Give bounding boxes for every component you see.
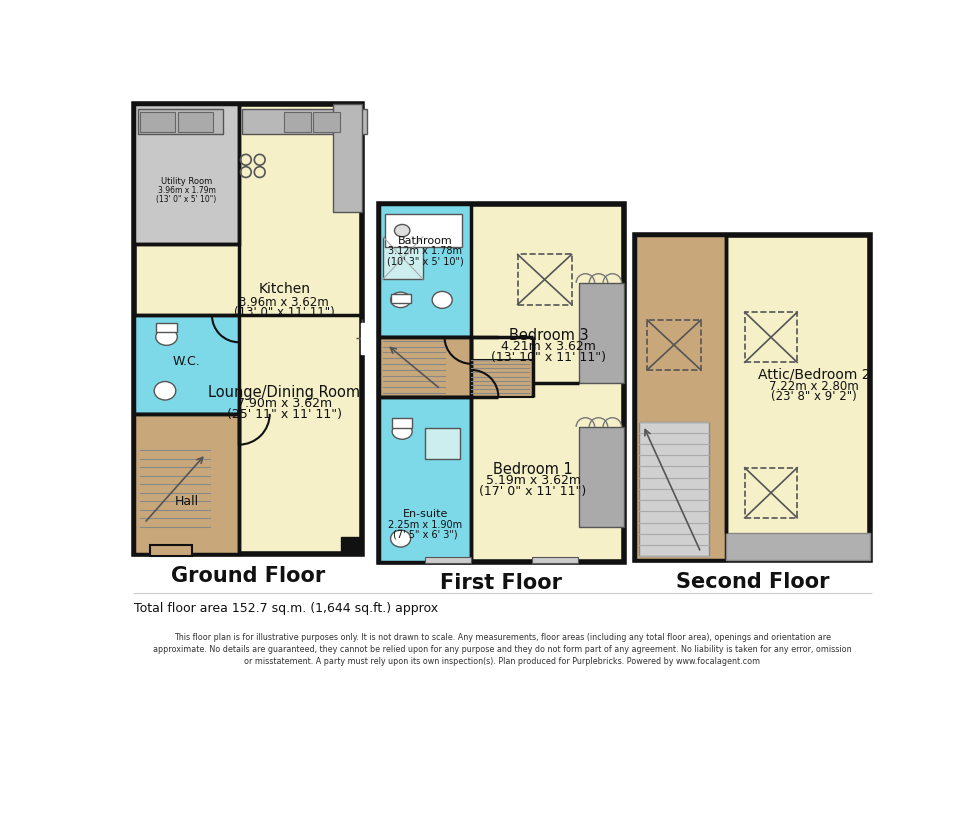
Text: Hall: Hall: [174, 495, 199, 508]
Bar: [134, 105, 363, 554]
Text: (10' 3" x 5' 10"): (10' 3" x 5' 10"): [387, 256, 464, 267]
Bar: [383, 236, 423, 279]
Bar: [379, 337, 471, 397]
Text: Total floor area 152.7 sq.m. (1,644 sq.ft.) approx: Total floor area 152.7 sq.m. (1,644 sq.f…: [134, 602, 438, 615]
Bar: [392, 419, 413, 428]
Text: Bedroom 3: Bedroom 3: [509, 328, 588, 343]
Text: 7.90m x 3.62m: 7.90m x 3.62m: [237, 398, 332, 411]
Text: 4.21m x 3.62m: 4.21m x 3.62m: [501, 340, 596, 353]
Bar: [379, 204, 471, 337]
Bar: [284, 112, 312, 132]
Bar: [134, 105, 239, 245]
Bar: [140, 112, 175, 132]
Text: 2.25m x 1.90m: 2.25m x 1.90m: [388, 519, 463, 530]
Text: Utility Room: Utility Room: [161, 177, 213, 186]
Bar: [333, 105, 363, 212]
Bar: [579, 427, 624, 527]
Text: 3.96m x 1.79m: 3.96m x 1.79m: [158, 186, 216, 195]
Bar: [635, 236, 725, 560]
Bar: [150, 545, 192, 555]
Bar: [647, 320, 701, 370]
Ellipse shape: [432, 291, 452, 308]
Bar: [531, 557, 578, 564]
Bar: [635, 236, 870, 560]
Text: Kitchen: Kitchen: [259, 282, 311, 296]
Text: (7' 5" x 6' 3"): (7' 5" x 6' 3"): [393, 530, 458, 540]
Text: (23' 8" x 9' 2"): (23' 8" x 9' 2"): [771, 389, 857, 402]
Text: (13' 0" x 5' 10"): (13' 0" x 5' 10"): [157, 195, 217, 204]
Bar: [379, 204, 624, 562]
Ellipse shape: [154, 381, 175, 400]
Bar: [391, 294, 411, 303]
Bar: [579, 283, 624, 383]
Text: (25' 11" x 11' 11"): (25' 11" x 11' 11"): [226, 408, 342, 421]
Text: Attic/Bedroom 2: Attic/Bedroom 2: [758, 367, 870, 381]
Text: Bathroom: Bathroom: [398, 236, 453, 245]
Bar: [639, 421, 709, 556]
Bar: [156, 323, 177, 332]
Bar: [425, 557, 471, 564]
Bar: [341, 537, 363, 554]
Text: 3.12m x 1.78m: 3.12m x 1.78m: [388, 246, 463, 256]
Text: En-suite: En-suite: [403, 509, 448, 519]
Bar: [134, 414, 239, 554]
Ellipse shape: [391, 530, 411, 547]
Bar: [471, 360, 533, 397]
Text: W.C.: W.C.: [172, 355, 201, 368]
Text: This floor plan is for illustrative purposes only. It is not drawn to scale. Any: This floor plan is for illustrative purp…: [173, 632, 831, 641]
Text: First Floor: First Floor: [440, 573, 563, 593]
Bar: [745, 312, 797, 362]
Bar: [313, 112, 340, 132]
Bar: [517, 254, 571, 304]
Bar: [745, 468, 797, 518]
Bar: [385, 214, 463, 247]
Text: 5.19m x 3.62m: 5.19m x 3.62m: [485, 474, 580, 488]
Text: Lounge/Dining Room: Lounge/Dining Room: [209, 384, 361, 400]
Bar: [361, 323, 366, 354]
Text: Ground Floor: Ground Floor: [172, 565, 325, 586]
Bar: [138, 109, 222, 133]
Ellipse shape: [156, 328, 177, 345]
Ellipse shape: [395, 224, 410, 236]
Ellipse shape: [392, 424, 413, 439]
Bar: [242, 109, 367, 133]
Bar: [134, 315, 239, 414]
Bar: [178, 112, 213, 132]
Text: approximate. No details are guaranteed, they cannot be relied upon for any purpo: approximate. No details are guaranteed, …: [153, 645, 852, 654]
Text: (13' 10" x 11' 11"): (13' 10" x 11' 11"): [491, 351, 606, 364]
Text: 7.22m x 2.80m: 7.22m x 2.80m: [769, 380, 859, 393]
Bar: [379, 397, 471, 562]
Bar: [725, 533, 870, 560]
Text: Second Floor: Second Floor: [676, 572, 830, 591]
Text: (17' 0" x 11' 11"): (17' 0" x 11' 11"): [479, 485, 587, 498]
Text: (13' 0" x 11' 11"): (13' 0" x 11' 11"): [234, 307, 335, 320]
Text: Bedroom 1: Bedroom 1: [493, 462, 573, 477]
Text: or misstatement. A party must rely upon its own inspection(s). Plan produced for: or misstatement. A party must rely upon …: [244, 658, 760, 667]
Ellipse shape: [391, 292, 411, 308]
Text: 3.96m x 3.62m: 3.96m x 3.62m: [239, 296, 329, 308]
Bar: [425, 428, 460, 459]
